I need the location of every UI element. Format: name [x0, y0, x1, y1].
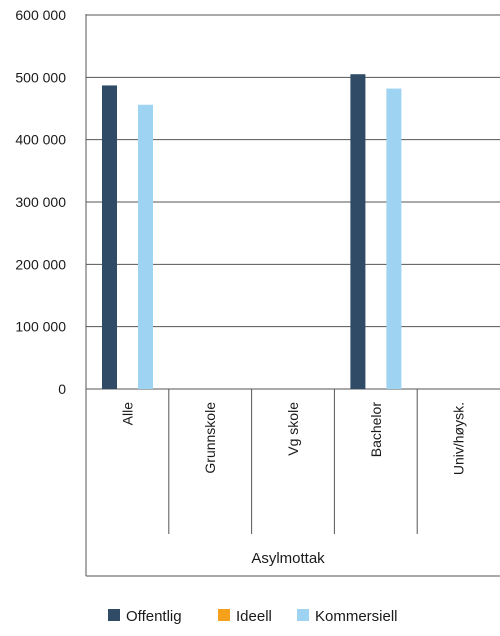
category-label: Grunnskole — [202, 402, 218, 474]
bars — [102, 74, 402, 389]
legend-swatch — [218, 609, 230, 621]
y-tick-label: 300 000 — [15, 194, 66, 210]
category-label: Bachelor — [368, 402, 384, 458]
y-tick-label: 600 000 — [15, 7, 66, 23]
category-labels: Alle Grunnskole Vg skole Bachelor Univ/høysk… — [119, 402, 466, 475]
legend-label: Kommersiell — [315, 608, 398, 625]
category-label: Alle — [119, 402, 135, 426]
legend-item-offentlig: Offentlig — [108, 608, 182, 625]
legend: Offentlig Ideell Kommersiell — [108, 608, 398, 625]
legend-swatch — [297, 609, 309, 621]
y-tick-label: 500 000 — [15, 69, 66, 85]
category-label: Vg skole — [285, 402, 301, 456]
category-label: Univ/høysk. — [451, 402, 467, 475]
bar-kommersiell-0 — [138, 104, 153, 389]
legend-label: Offentlig — [126, 608, 182, 625]
legend-label: Ideell — [236, 608, 272, 625]
legend-swatch — [108, 609, 120, 621]
gridlines — [86, 14, 500, 390]
legend-item-kommersiell: Kommersiell — [297, 608, 398, 625]
y-axis-tick-labels: 0 100 000 200 000 300 000 400 000 500 000 600 … — [15, 7, 66, 397]
group-label: Asylmottak — [251, 550, 325, 567]
y-tick-label: 400 000 — [15, 132, 66, 148]
bar-offentlig-0 — [102, 85, 117, 389]
category-axis-frame — [85, 14, 500, 577]
bar-offentlig-3 — [350, 74, 366, 389]
y-tick-label: 200 000 — [15, 256, 66, 272]
bar-kommersiell-3 — [386, 88, 402, 389]
legend-item-ideell: Ideell — [218, 608, 272, 625]
y-tick-label: 100 000 — [15, 319, 66, 335]
y-tick-label: 0 — [58, 381, 66, 397]
